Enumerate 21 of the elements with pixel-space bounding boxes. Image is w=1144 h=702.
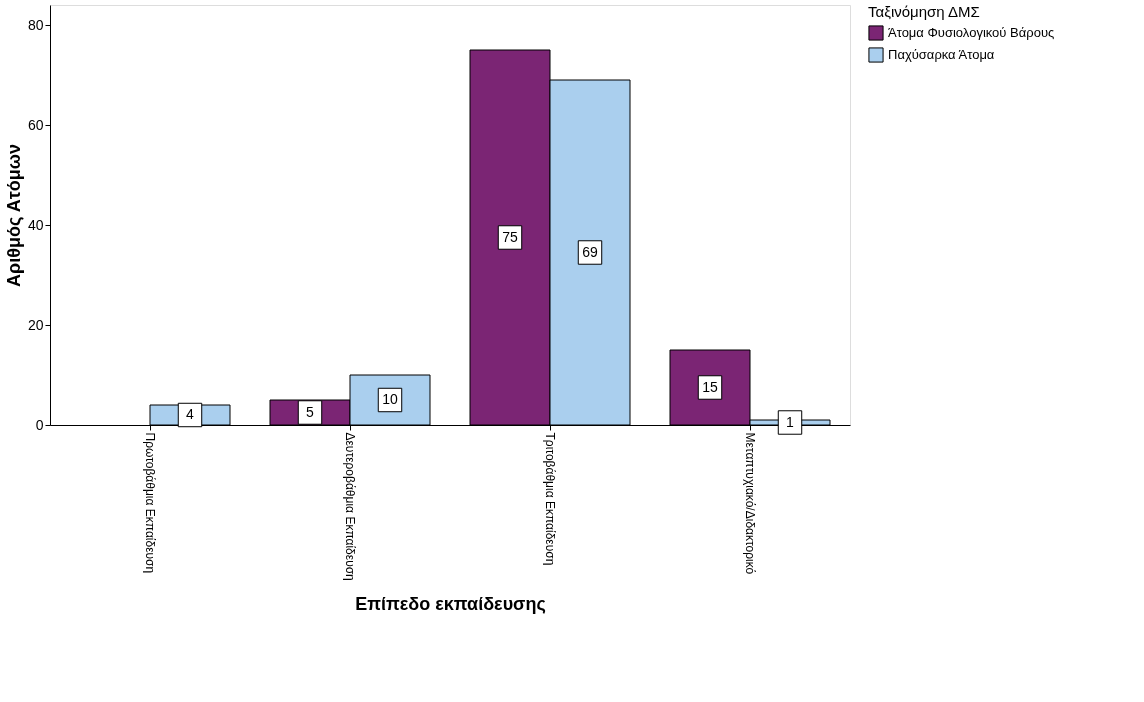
x-axis-title: Επίπεδο εκπαίδευσης [355, 593, 546, 614]
legend-title: Ταξινόμηση ΔΜΣ [868, 3, 980, 20]
data-label: 10 [382, 391, 398, 407]
x-tick-label: Πρωτοβάθμια Εκπαίδευση [143, 432, 157, 574]
y-tick-label: 60 [27, 116, 44, 133]
y-tick-label: 80 [27, 16, 44, 33]
data-label: 1 [786, 413, 795, 430]
y-tick-label: 40 [27, 216, 44, 233]
data-label: 15 [702, 378, 718, 395]
y-tick-label: 20 [27, 316, 44, 333]
data-label: 75 [502, 228, 518, 245]
legend-label: Παχύσαρκα Άτομα [888, 47, 995, 62]
x-tick-label: Μεταπτυχιακό/Διδακτορικό [743, 432, 757, 575]
x-tick-label: Δευτεροβάθμια Εκπαίδευση [343, 432, 357, 581]
legend-label: Άτομα Φυσιολογικού Βάρους [888, 25, 1055, 40]
y-axis-title: Αριθμός Ατόμων [3, 144, 24, 287]
data-label: 4 [186, 406, 195, 422]
data-label: 5 [306, 403, 315, 420]
y-tick-label: 0 [35, 416, 44, 433]
x-tick-label: Τριτοβάθμια Εκπαίδευση [543, 432, 557, 566]
data-label: 69 [582, 243, 598, 260]
